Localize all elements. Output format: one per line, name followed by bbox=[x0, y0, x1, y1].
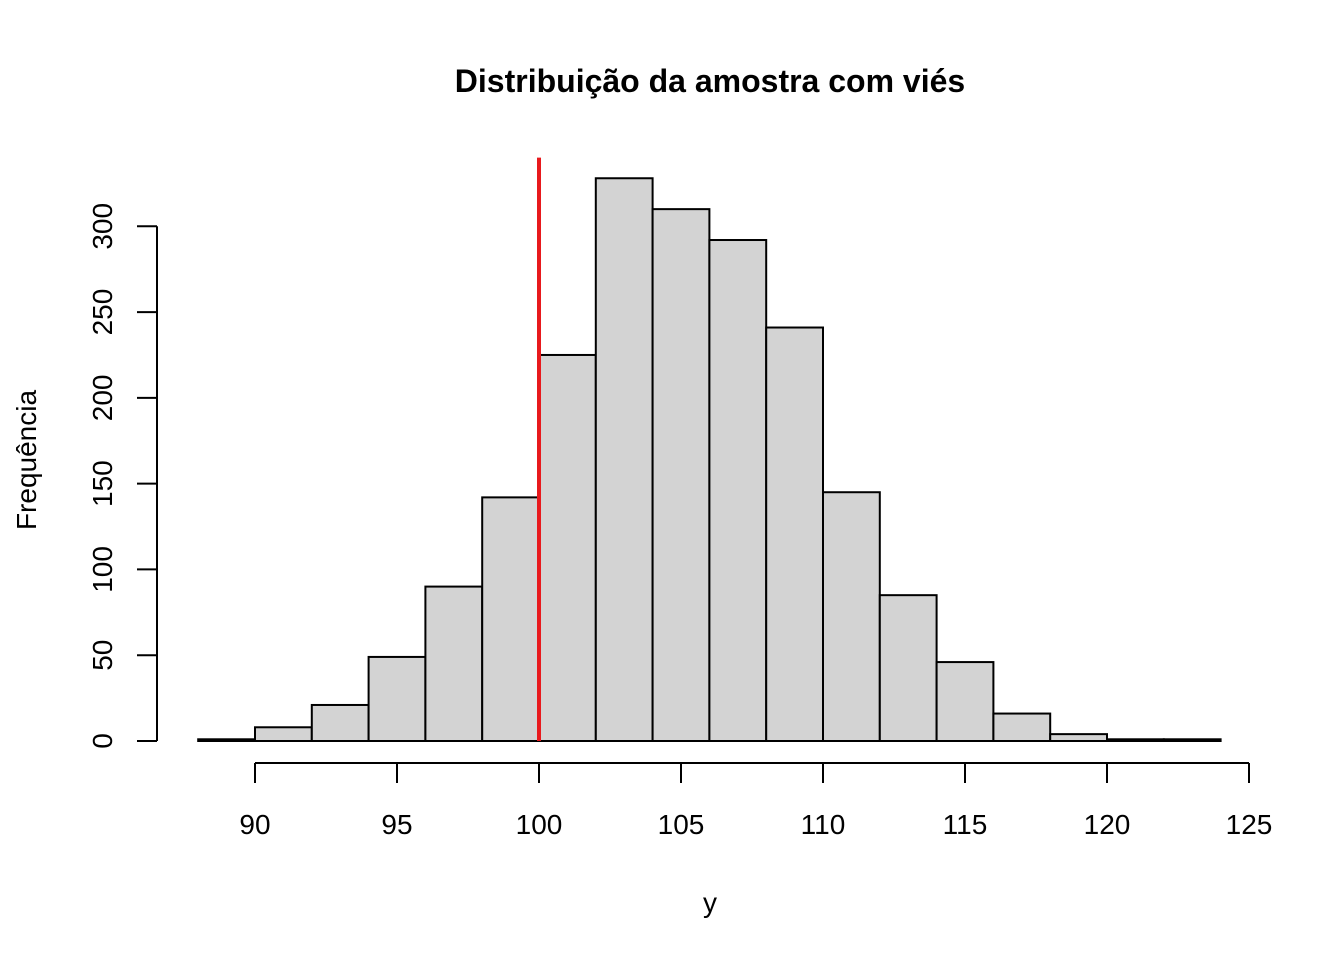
x-tick-label: 120 bbox=[1084, 809, 1131, 840]
histogram-bar bbox=[424, 585, 484, 742]
x-tick-label: 125 bbox=[1226, 809, 1273, 840]
y-axis-label: Frequência bbox=[11, 390, 42, 531]
histogram-bar bbox=[1106, 738, 1165, 743]
bars-group bbox=[197, 177, 1222, 743]
y-tick-label: 150 bbox=[87, 460, 118, 507]
histogram-bar bbox=[935, 661, 995, 743]
histogram-bar bbox=[1162, 738, 1222, 743]
y-tick-label: 100 bbox=[87, 546, 118, 593]
histogram-bar bbox=[708, 239, 768, 742]
histogram-bar bbox=[878, 594, 938, 743]
y-axis: 0 50 100 150 200 250 300 bbox=[87, 203, 158, 749]
x-tick-label: 115 bbox=[943, 809, 988, 840]
histogram-bar bbox=[367, 655, 427, 743]
histogram-bar bbox=[197, 738, 256, 743]
histogram-bar bbox=[651, 208, 711, 742]
histogram-bar bbox=[310, 703, 370, 742]
histogram-bar bbox=[765, 326, 825, 742]
chart-title: Distribuição da amostra com viés bbox=[455, 63, 965, 99]
histogram-bar bbox=[538, 353, 597, 742]
x-tick-label: 90 bbox=[239, 809, 270, 840]
x-tick-label: 95 bbox=[381, 809, 412, 840]
x-tick-label: 110 bbox=[801, 809, 846, 840]
x-tick-label: 100 bbox=[516, 809, 563, 840]
histogram-bar bbox=[1049, 733, 1108, 743]
x-tick-label: 105 bbox=[658, 809, 705, 840]
x-axis-label: y bbox=[703, 887, 717, 918]
histogram-bar bbox=[822, 491, 881, 743]
x-axis: 90 95 100 105 110 115 120 125 bbox=[239, 762, 1273, 840]
y-tick-label: 300 bbox=[87, 203, 118, 250]
y-tick-label: 50 bbox=[87, 640, 118, 671]
histogram-bar bbox=[992, 712, 1052, 743]
y-tick-label: 250 bbox=[87, 289, 118, 336]
histogram-bar bbox=[254, 726, 313, 743]
histogram-bar bbox=[481, 496, 541, 742]
histogram-bar bbox=[594, 177, 654, 742]
y-tick-label: 200 bbox=[87, 375, 118, 422]
y-tick-label: 0 bbox=[87, 733, 118, 749]
